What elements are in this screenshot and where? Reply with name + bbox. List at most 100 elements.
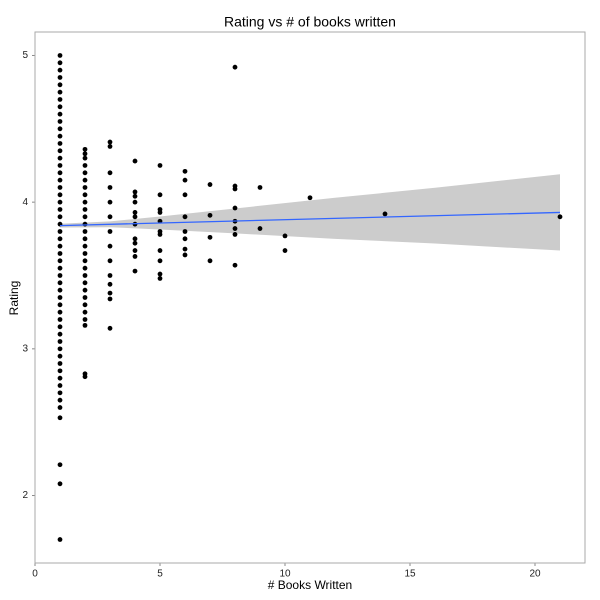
- data-point: [257, 185, 263, 190]
- data-point: [157, 207, 163, 212]
- data-point: [57, 148, 63, 154]
- data-point: [82, 287, 88, 293]
- data-point: [57, 346, 63, 352]
- data-point: [107, 281, 113, 287]
- data-point: [107, 325, 113, 331]
- data-point: [82, 229, 88, 234]
- data-point: [82, 302, 88, 308]
- data-point: [57, 141, 63, 146]
- data-point: [107, 243, 113, 249]
- y-tick-label: 2: [22, 490, 28, 501]
- data-point: [82, 295, 88, 300]
- data-point: [57, 251, 63, 256]
- data-point: [57, 119, 63, 124]
- data-point: [232, 262, 238, 268]
- data-point: [107, 139, 113, 145]
- data-point: [57, 214, 63, 220]
- data-point: [82, 146, 88, 152]
- data-point: [57, 75, 63, 80]
- data-point: [57, 537, 63, 542]
- data-point: [82, 236, 88, 242]
- x-tick-label: 10: [279, 569, 291, 580]
- data-point: [57, 53, 63, 58]
- data-point: [107, 185, 113, 190]
- data-point: [82, 155, 88, 161]
- data-point: [107, 214, 113, 220]
- data-point: [107, 199, 113, 205]
- data-point: [57, 375, 63, 381]
- data-point: [157, 258, 163, 264]
- y-tick-label: 3: [22, 343, 28, 354]
- data-point: [182, 192, 188, 198]
- data-point: [82, 151, 88, 157]
- data-point: [57, 390, 63, 396]
- data-point: [82, 170, 88, 176]
- data-point: [82, 265, 88, 271]
- data-point: [132, 193, 138, 199]
- data-point: [182, 177, 188, 183]
- data-point: [82, 207, 88, 212]
- data-point: [82, 251, 88, 256]
- data-point: [57, 265, 63, 271]
- data-point: [107, 290, 113, 296]
- data-point: [207, 182, 213, 187]
- data-point: [57, 280, 63, 286]
- data-point: [57, 415, 63, 421]
- data-point: [82, 243, 88, 249]
- data-point: [132, 248, 138, 253]
- data-point: [282, 233, 288, 239]
- data-point: [57, 317, 63, 322]
- data-point: [157, 271, 163, 277]
- data-point: [57, 353, 63, 359]
- data-point: [232, 205, 238, 211]
- data-point: [157, 229, 163, 234]
- data-point: [82, 199, 88, 205]
- data-point: [57, 236, 63, 242]
- data-point: [182, 246, 188, 252]
- data-point: [57, 287, 63, 293]
- data-point: [57, 170, 63, 176]
- data-point: [57, 361, 63, 366]
- data-point: [57, 368, 63, 374]
- data-point: [82, 221, 88, 227]
- y-tick-label: 5: [22, 50, 28, 61]
- data-point: [57, 295, 63, 300]
- data-point: [182, 236, 188, 242]
- data-point: [207, 234, 213, 240]
- data-point: [132, 158, 138, 164]
- data-point: [57, 258, 63, 264]
- data-point: [57, 199, 63, 205]
- data-point: [82, 309, 88, 315]
- data-point: [132, 254, 138, 259]
- x-axis-title: # Books Written: [268, 578, 352, 592]
- data-point: [57, 104, 63, 110]
- data-point: [82, 258, 88, 264]
- data-point: [182, 168, 188, 174]
- x-tick-label: 15: [404, 569, 416, 580]
- data-point: [307, 195, 313, 201]
- data-point: [232, 183, 238, 189]
- data-point: [57, 97, 63, 102]
- data-point: [57, 331, 63, 337]
- data-point: [57, 89, 63, 95]
- data-point: [82, 185, 88, 190]
- data-point: [57, 383, 63, 388]
- data-point: [107, 258, 113, 264]
- x-tick-label: 20: [529, 569, 541, 580]
- data-point: [57, 462, 63, 468]
- data-point: [232, 64, 238, 70]
- data-point: [57, 111, 63, 117]
- data-point: [132, 210, 138, 215]
- data-point: [132, 214, 138, 220]
- y-axis-title: Rating: [7, 281, 21, 316]
- data-point: [57, 324, 63, 330]
- plot-border: [34, 31, 586, 564]
- data-point: [257, 226, 263, 231]
- data-point: [232, 232, 238, 237]
- data-point: [57, 302, 63, 308]
- data-point: [57, 339, 63, 344]
- data-point: [557, 214, 563, 220]
- data-point: [57, 405, 63, 410]
- data-point: [107, 296, 113, 302]
